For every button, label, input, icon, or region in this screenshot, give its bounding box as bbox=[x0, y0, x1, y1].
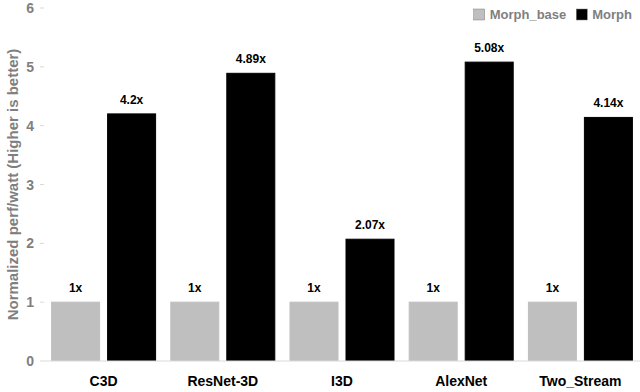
bar bbox=[584, 117, 632, 361]
data-label: 1x bbox=[307, 281, 321, 295]
bar bbox=[171, 302, 219, 361]
data-label: 4.2x bbox=[120, 93, 144, 107]
y-tick bbox=[40, 66, 44, 67]
data-label: 1x bbox=[546, 281, 560, 295]
y-axis-title: Normalized perf/watt (Higher is better) bbox=[4, 49, 21, 321]
chart-svg: 0 1 2 3 4 5 6 Normalized perf/watt (Higher is b… bbox=[0, 0, 640, 392]
bar bbox=[346, 239, 394, 361]
y-tick bbox=[40, 8, 44, 9]
bar bbox=[409, 302, 457, 361]
y-tick bbox=[40, 302, 44, 303]
bar bbox=[290, 302, 338, 361]
y-tick-label: 1 bbox=[26, 294, 34, 310]
bar bbox=[528, 302, 576, 361]
y-tick bbox=[40, 361, 44, 362]
y-tick bbox=[40, 243, 44, 244]
legend-label: Morph_base bbox=[490, 7, 567, 22]
data-label: 1x bbox=[69, 281, 83, 295]
data-label: 1x bbox=[427, 281, 441, 295]
y-tick-label: 5 bbox=[26, 59, 34, 75]
y-tick-label: 2 bbox=[26, 235, 34, 251]
x-tick-label: Two_Stream bbox=[539, 373, 621, 389]
x-axis-line bbox=[44, 361, 640, 362]
y-tick-label: 4 bbox=[26, 118, 34, 134]
bar bbox=[108, 114, 156, 361]
x-tick-label: AlexNet bbox=[435, 373, 487, 389]
legend-label: Morph bbox=[592, 7, 632, 22]
y-tick-label: 0 bbox=[26, 353, 34, 369]
data-labels: 1x 4.2x 1x 4.89x 1x 2.07x 1x 5.08x 1x 4.14x bbox=[69, 41, 624, 295]
chart-container: 0 1 2 3 4 5 6 Normalized perf/watt (Higher is b… bbox=[0, 0, 640, 392]
legend: Morph Morph_base bbox=[474, 7, 632, 22]
y-tick-label: 3 bbox=[26, 177, 34, 193]
y-tick bbox=[40, 125, 44, 126]
data-label: 2.07x bbox=[355, 218, 385, 232]
data-label: 4.89x bbox=[236, 52, 266, 66]
legend-swatch bbox=[576, 9, 587, 20]
x-tick-label: ResNet-3D bbox=[187, 373, 258, 389]
data-label: 5.08x bbox=[474, 41, 504, 55]
data-label: 4.14x bbox=[593, 96, 623, 110]
bars bbox=[52, 62, 633, 361]
y-tick bbox=[40, 184, 44, 185]
bar bbox=[465, 62, 513, 361]
data-label: 1x bbox=[188, 281, 202, 295]
x-tick-label: I3D bbox=[331, 373, 353, 389]
bar bbox=[52, 302, 100, 361]
bar bbox=[227, 73, 275, 361]
y-tick-label: 6 bbox=[26, 0, 34, 16]
legend-swatch bbox=[474, 9, 485, 20]
x-tick-label: C3D bbox=[90, 373, 118, 389]
